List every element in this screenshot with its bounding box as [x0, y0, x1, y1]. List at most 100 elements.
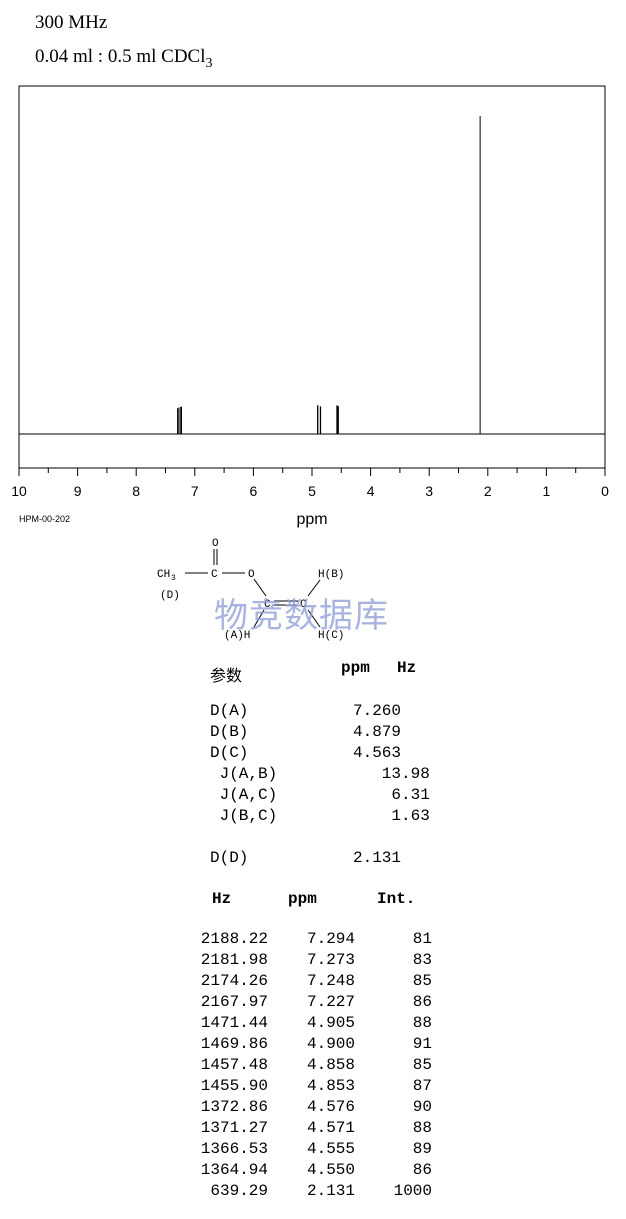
param-value: 1.63	[353, 807, 430, 825]
peak-int-cell: 81	[412, 930, 432, 948]
sample-main: 0.04 ml : 0.5 ml CDCl	[35, 46, 206, 67]
spectrum-id: HPM-00-202	[19, 514, 71, 524]
param-name: J(B,C)	[210, 807, 278, 825]
peak-hz-cell: 1469.86	[200, 1035, 268, 1053]
x-tick-label: 4	[367, 483, 375, 499]
peak-ppm-cell: 4.571	[306, 1119, 355, 1137]
peak-ppm-cell: 4.555	[306, 1140, 355, 1158]
peak-ppm-cell: 2.131	[306, 1182, 355, 1200]
x-tick-label: 9	[74, 483, 82, 499]
peak-int-cell: 85	[412, 972, 432, 990]
ester-oxygen: O	[248, 569, 255, 581]
param-name: D(C)	[210, 744, 249, 762]
peak-col-hz: Hz	[212, 890, 232, 908]
params-row: D(B) 4.879	[210, 723, 401, 741]
peak-int-cell: 86	[412, 993, 432, 1011]
peak-int-cell: 83	[412, 951, 432, 969]
param-name: J(A,B)	[210, 765, 278, 783]
peak-ppm-cell: 4.905	[306, 1014, 355, 1032]
sample-subscript: 3	[205, 55, 213, 71]
peak-ppm-cell: 7.294	[306, 930, 355, 948]
h-c-label: H(C)	[318, 630, 344, 642]
vinyl-carbon-b: C	[300, 599, 307, 611]
x-tick-label: 1	[543, 483, 551, 499]
x-axis-label: ppm	[296, 511, 327, 528]
h-a-label: (A)H	[224, 630, 250, 642]
peak-int-cell: 86	[412, 1161, 432, 1179]
x-tick-label: 7	[191, 483, 199, 499]
h-b-label: H(B)	[318, 569, 344, 581]
x-tick-label: 0	[601, 483, 609, 499]
param-value: 6.31	[353, 786, 430, 804]
peak-int-cell: 87	[412, 1077, 432, 1095]
carbonyl-carbon: C	[211, 569, 218, 581]
param-name: D(B)	[210, 723, 249, 741]
peak-hz-cell: 1455.90	[200, 1077, 268, 1095]
peak-hz-cell: 2167.97	[200, 993, 268, 1011]
plot-frame	[18, 85, 606, 469]
peak-hz-cell: 1366.53	[200, 1140, 268, 1158]
peak-hz-cell: 2188.22	[200, 930, 268, 948]
peak-col-int: Int.	[377, 890, 416, 908]
param-value: 7.260	[353, 702, 402, 720]
peak-hz-cell: 1457.48	[200, 1056, 268, 1074]
peak-int-cell: 88	[412, 1014, 432, 1032]
structure-diagram: CH 3 (D) O C O C C H(B) (A)H H(C)	[157, 538, 344, 642]
x-tick-label: 3	[425, 483, 433, 499]
x-tick-label: 6	[250, 483, 258, 499]
x-tick-label: 2	[484, 483, 492, 499]
params-row: J(A,C) 6.31	[210, 786, 430, 804]
params-row: D(A) 7.260	[210, 702, 401, 720]
x-tick-label: 8	[132, 483, 140, 499]
x-tick-label: 10	[11, 483, 27, 499]
watermark: 物竞数据库	[214, 597, 389, 635]
carbonyl-oxygen: O	[212, 538, 219, 550]
peak-hz-cell: 1372.86	[200, 1098, 268, 1116]
peak-ppm-cell: 4.550	[306, 1161, 355, 1179]
params-col-hz: Hz	[397, 659, 417, 677]
peaks-group	[177, 116, 481, 434]
peak-int-cell: 90	[412, 1098, 432, 1116]
peak-ppm-cell: 4.900	[306, 1035, 355, 1053]
x-axis-tick-labels: 10 9 8 7 6 5 4 3 2 1 0	[11, 483, 609, 499]
params-row: D(D) 2.131	[210, 849, 401, 867]
param-name: D(D)	[210, 849, 249, 867]
peak-ppm-cell: 4.853	[306, 1077, 355, 1095]
peak-hz-cell: 1471.44	[200, 1014, 268, 1032]
ch3-subscript: 3	[171, 574, 176, 583]
param-value: 2.131	[353, 849, 402, 867]
peak-ppm-cell: 4.576	[306, 1098, 355, 1116]
params-row: D(C) 4.563	[210, 744, 401, 762]
peak-int-cell: 91	[412, 1035, 432, 1053]
param-value: 13.98	[353, 765, 430, 783]
param-value: 4.563	[353, 744, 402, 762]
nmr-spectrum-chart: 10 9 8 7 6 5 4 3 2 1 0 ppm	[11, 85, 609, 528]
param-value: 4.879	[353, 723, 402, 741]
param-name: J(A,C)	[210, 786, 278, 804]
bonds	[185, 549, 321, 628]
peak-hz-cell: 1371.27	[200, 1119, 268, 1137]
x-axis-ticks	[18, 468, 606, 476]
params-label: 参数	[210, 668, 243, 685]
spectrometer-frequency: 300 MHz	[35, 12, 108, 33]
param-name: D(A)	[210, 702, 249, 720]
peak-ppm-cell: 7.248	[306, 972, 355, 990]
params-row: J(B,C) 1.63	[210, 807, 430, 825]
peak-col-ppm: ppm	[288, 890, 317, 908]
peak-int-cell: 1000	[393, 1182, 432, 1200]
peak-hz-cell: 2181.98	[200, 951, 268, 969]
sample-description: 0.04 ml : 0.5 ml CDCl3	[35, 46, 213, 72]
params-col-ppm: ppm	[341, 659, 370, 677]
peak-hz-cell: 2174.26	[200, 972, 268, 990]
peak-int-cell: 88	[412, 1119, 432, 1137]
d-label: (D)	[160, 590, 180, 602]
peak-hz-cell: 1364.94	[200, 1161, 268, 1179]
peak-ppm-cell: 4.858	[306, 1056, 355, 1074]
x-tick-label: 5	[308, 483, 316, 499]
ch3-label: CH	[157, 569, 170, 581]
peak-int-cell: 89	[412, 1140, 432, 1158]
vinyl-carbon-a: C	[264, 599, 271, 611]
peak-hz-cell: 639.29	[210, 1182, 268, 1200]
params-row: J(A,B) 13.98	[210, 765, 430, 783]
peak-ppm-cell: 7.273	[306, 951, 355, 969]
